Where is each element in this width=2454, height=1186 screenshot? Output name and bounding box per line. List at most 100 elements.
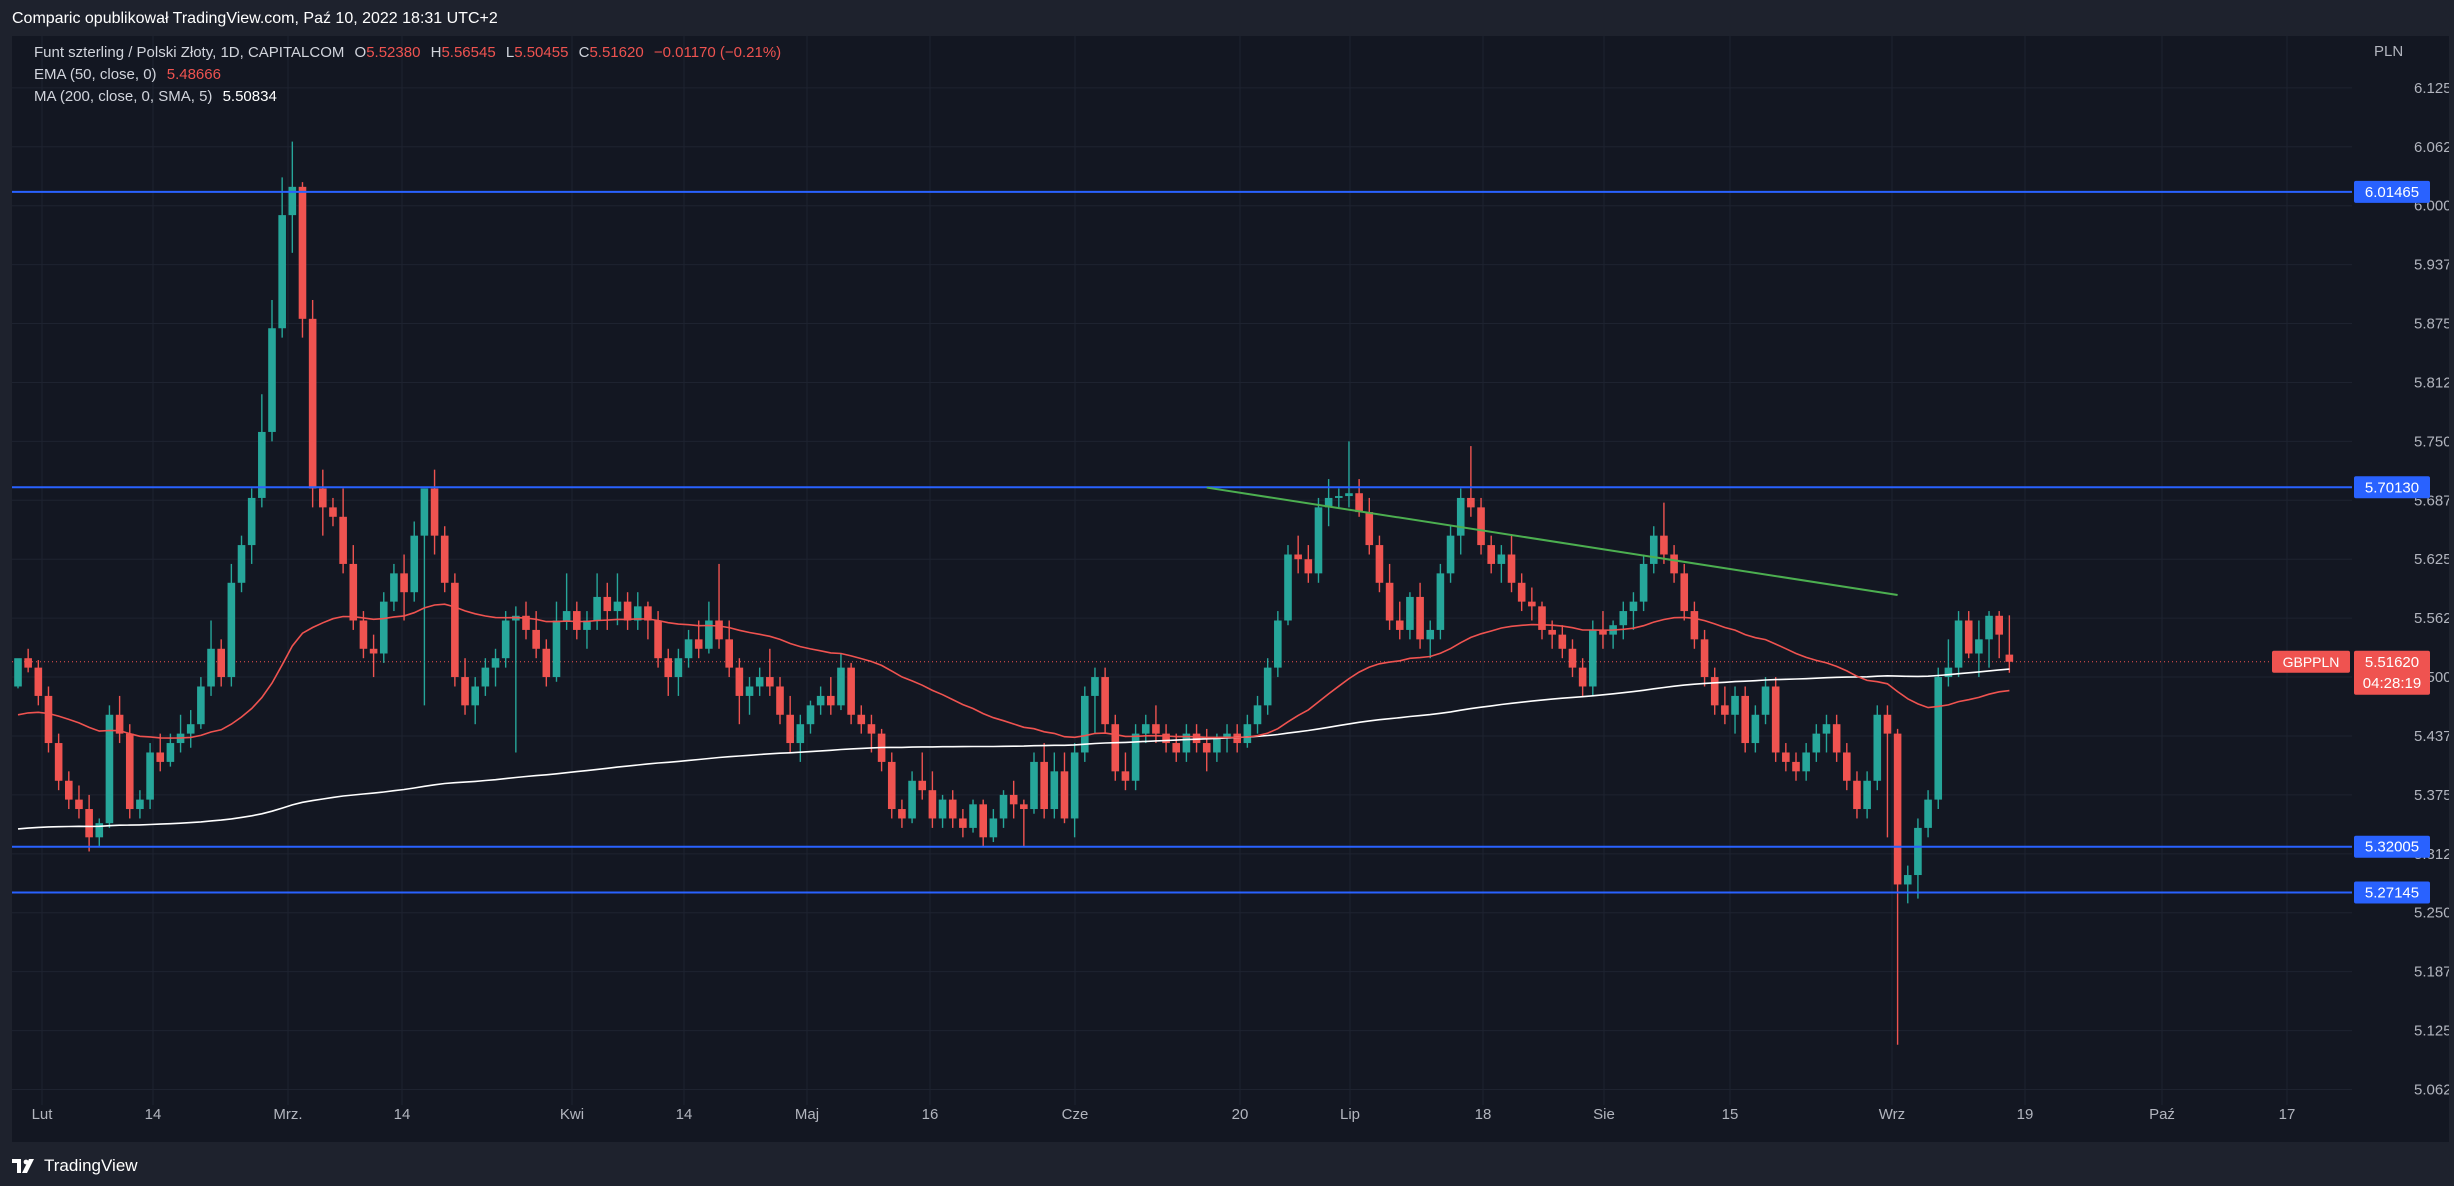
- candle-body[interactable]: [918, 780, 927, 791]
- candle-body[interactable]: [1538, 606, 1546, 630]
- candle-body[interactable]: [1822, 724, 1831, 734]
- candle-body[interactable]: [1782, 752, 1790, 762]
- candle-body[interactable]: [1863, 780, 1871, 810]
- candle-body[interactable]: [1467, 497, 1475, 508]
- candle-body[interactable]: [562, 611, 571, 621]
- candle-body[interactable]: [1771, 686, 1780, 753]
- candle-body[interactable]: [1690, 611, 1699, 640]
- tradingview-logo[interactable]: TradingView: [12, 1156, 138, 1176]
- candle-body[interactable]: [1223, 733, 1231, 739]
- candle-body[interactable]: [1751, 714, 1760, 744]
- candle-body[interactable]: [1883, 714, 1892, 734]
- candle-body[interactable]: [1710, 677, 1719, 706]
- candle-body[interactable]: [308, 318, 317, 489]
- candle-body[interactable]: [329, 507, 337, 517]
- candle-body[interactable]: [613, 601, 622, 612]
- candle-body[interactable]: [1141, 724, 1150, 734]
- candle-body[interactable]: [1233, 733, 1241, 744]
- candle-body[interactable]: [410, 535, 419, 593]
- candle-body[interactable]: [1802, 752, 1810, 772]
- candle-body[interactable]: [1436, 573, 1445, 630]
- candle-body[interactable]: [705, 620, 713, 649]
- candle-body[interactable]: [1995, 615, 2003, 635]
- candle-body[interactable]: [258, 431, 266, 498]
- candle-body[interactable]: [1050, 771, 1059, 810]
- candle-body[interactable]: [105, 714, 114, 824]
- candle-body[interactable]: [745, 686, 754, 696]
- candle-body[interactable]: [268, 328, 276, 432]
- candle-body[interactable]: [1355, 493, 1363, 513]
- candle-body[interactable]: [806, 705, 815, 725]
- candle-body[interactable]: [644, 606, 652, 621]
- candle-body[interactable]: [1853, 780, 1861, 810]
- candle-body[interactable]: [969, 804, 977, 828]
- price-chart[interactable]: 6.125006.062506.000005.937505.875005.812…: [12, 36, 2449, 1142]
- candle-body[interactable]: [684, 639, 693, 659]
- candle-body[interactable]: [887, 761, 896, 810]
- candle-body[interactable]: [1629, 601, 1638, 612]
- candle-body[interactable]: [522, 615, 530, 630]
- candle-body[interactable]: [664, 658, 673, 678]
- candle-body[interactable]: [867, 724, 876, 734]
- candle-body[interactable]: [481, 667, 490, 687]
- candle-body[interactable]: [95, 823, 104, 838]
- candle-body[interactable]: [1182, 733, 1191, 753]
- candle-body[interactable]: [908, 780, 916, 819]
- candle-body[interactable]: [725, 639, 733, 668]
- candle-body[interactable]: [857, 714, 866, 725]
- candle-body[interactable]: [461, 677, 469, 706]
- candle-body[interactable]: [593, 596, 601, 621]
- candle-body[interactable]: [1152, 724, 1160, 734]
- candle-body[interactable]: [948, 799, 957, 819]
- candle-body[interactable]: [379, 601, 388, 654]
- candle-body[interactable]: [1395, 620, 1404, 630]
- candle-body[interactable]: [197, 686, 205, 725]
- candle-body[interactable]: [34, 667, 43, 696]
- candle-body[interactable]: [1589, 629, 1597, 687]
- candle-body[interactable]: [1263, 667, 1272, 706]
- candle-body[interactable]: [898, 809, 906, 819]
- candle-body[interactable]: [1914, 827, 1922, 876]
- candle-body[interactable]: [1975, 639, 1983, 654]
- candle-body[interactable]: [1030, 761, 1038, 810]
- candle-body[interactable]: [125, 733, 134, 810]
- candle-body[interactable]: [298, 186, 307, 319]
- candle-body[interactable]: [217, 648, 225, 678]
- candle-body[interactable]: [400, 573, 408, 593]
- candle-body[interactable]: [928, 790, 937, 819]
- candle-body[interactable]: [1964, 620, 1973, 654]
- candle-body[interactable]: [1314, 507, 1323, 574]
- candle-body[interactable]: [1121, 771, 1130, 781]
- candle-body[interactable]: [1274, 620, 1282, 668]
- candle-body[interactable]: [1507, 554, 1516, 583]
- candle-body[interactable]: [1558, 634, 1567, 649]
- candle-body[interactable]: [1060, 771, 1069, 819]
- candle-body[interactable]: [85, 809, 93, 838]
- candle-body[interactable]: [1304, 559, 1313, 574]
- candle-body[interactable]: [1406, 596, 1414, 630]
- candle-body[interactable]: [1253, 705, 1262, 725]
- candle-body[interactable]: [420, 488, 429, 536]
- candle-body[interactable]: [1091, 677, 1099, 696]
- candle-body[interactable]: [1792, 761, 1800, 772]
- candle-body[interactable]: [1528, 601, 1536, 607]
- candle-body[interactable]: [766, 677, 774, 687]
- candle-body[interactable]: [1162, 733, 1170, 744]
- candle-body[interactable]: [75, 799, 83, 810]
- candle-body[interactable]: [1040, 761, 1048, 810]
- candle-body[interactable]: [1477, 507, 1485, 546]
- candle-body[interactable]: [1619, 611, 1628, 626]
- candle-body[interactable]: [1700, 639, 1709, 678]
- candle-body[interactable]: [1893, 733, 1902, 885]
- candle-body[interactable]: [1954, 620, 1963, 668]
- candle-body[interactable]: [288, 186, 297, 216]
- candle-body[interactable]: [1345, 493, 1353, 497]
- candle-body[interactable]: [501, 620, 510, 659]
- candle-body[interactable]: [827, 695, 835, 706]
- candle-body[interactable]: [44, 695, 53, 744]
- candle-body[interactable]: [1456, 497, 1465, 536]
- candle-body[interactable]: [359, 620, 368, 649]
- candle-body[interactable]: [1202, 743, 1211, 753]
- candle-body[interactable]: [694, 639, 703, 649]
- candle-body[interactable]: [451, 582, 459, 678]
